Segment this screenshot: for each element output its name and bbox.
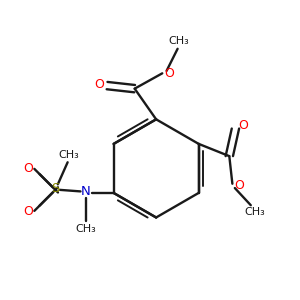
Text: O: O bbox=[23, 205, 33, 218]
Text: N: N bbox=[81, 185, 91, 198]
Text: O: O bbox=[94, 78, 104, 91]
Text: S: S bbox=[51, 182, 59, 195]
Text: O: O bbox=[164, 67, 174, 80]
Text: CH₃: CH₃ bbox=[59, 150, 80, 160]
Text: O: O bbox=[238, 119, 248, 132]
Text: O: O bbox=[23, 162, 33, 175]
Text: CH₃: CH₃ bbox=[76, 224, 96, 233]
Text: CH₃: CH₃ bbox=[169, 36, 190, 46]
Text: O: O bbox=[234, 179, 244, 192]
Text: CH₃: CH₃ bbox=[244, 207, 265, 217]
